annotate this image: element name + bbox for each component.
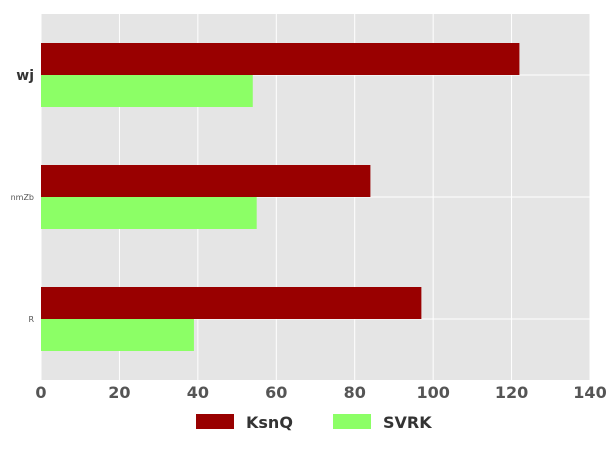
x-tick-label: 40 (187, 383, 209, 402)
bar-svrk-nmzb (41, 197, 257, 229)
x-tick-label: 80 (344, 383, 366, 402)
legend: KsnQ SVRK (196, 413, 432, 432)
x-tick-label: 140 (573, 383, 606, 402)
x-tick-label: 100 (416, 383, 449, 402)
legend-label-svrk: SVRK (383, 413, 432, 432)
y-tick-label: wj (16, 68, 34, 84)
legend-label-ksnq: KsnQ (246, 413, 293, 432)
legend-swatch-ksnq (196, 414, 234, 429)
bar-svrk-wj (41, 75, 253, 107)
y-tick-label: nmZb (11, 193, 34, 202)
x-tick-label: 20 (108, 383, 130, 402)
bar-svrk-r (41, 319, 194, 351)
bar-ksnq-r (41, 287, 422, 319)
legend-swatch-svrk (333, 414, 371, 429)
x-tick-label: 60 (265, 383, 287, 402)
x-tick-label: 120 (495, 383, 528, 402)
y-tick-label: R (28, 315, 34, 324)
bar-ksnq-nmzb (41, 165, 371, 197)
bar-ksnq-wj (41, 43, 520, 75)
bars (41, 43, 520, 351)
x-axis-ticks: 0 20 40 60 80 100 120 140 (35, 383, 606, 402)
x-tick-label: 0 (35, 383, 46, 402)
y-axis-ticks: wj nmZb R (11, 68, 35, 324)
